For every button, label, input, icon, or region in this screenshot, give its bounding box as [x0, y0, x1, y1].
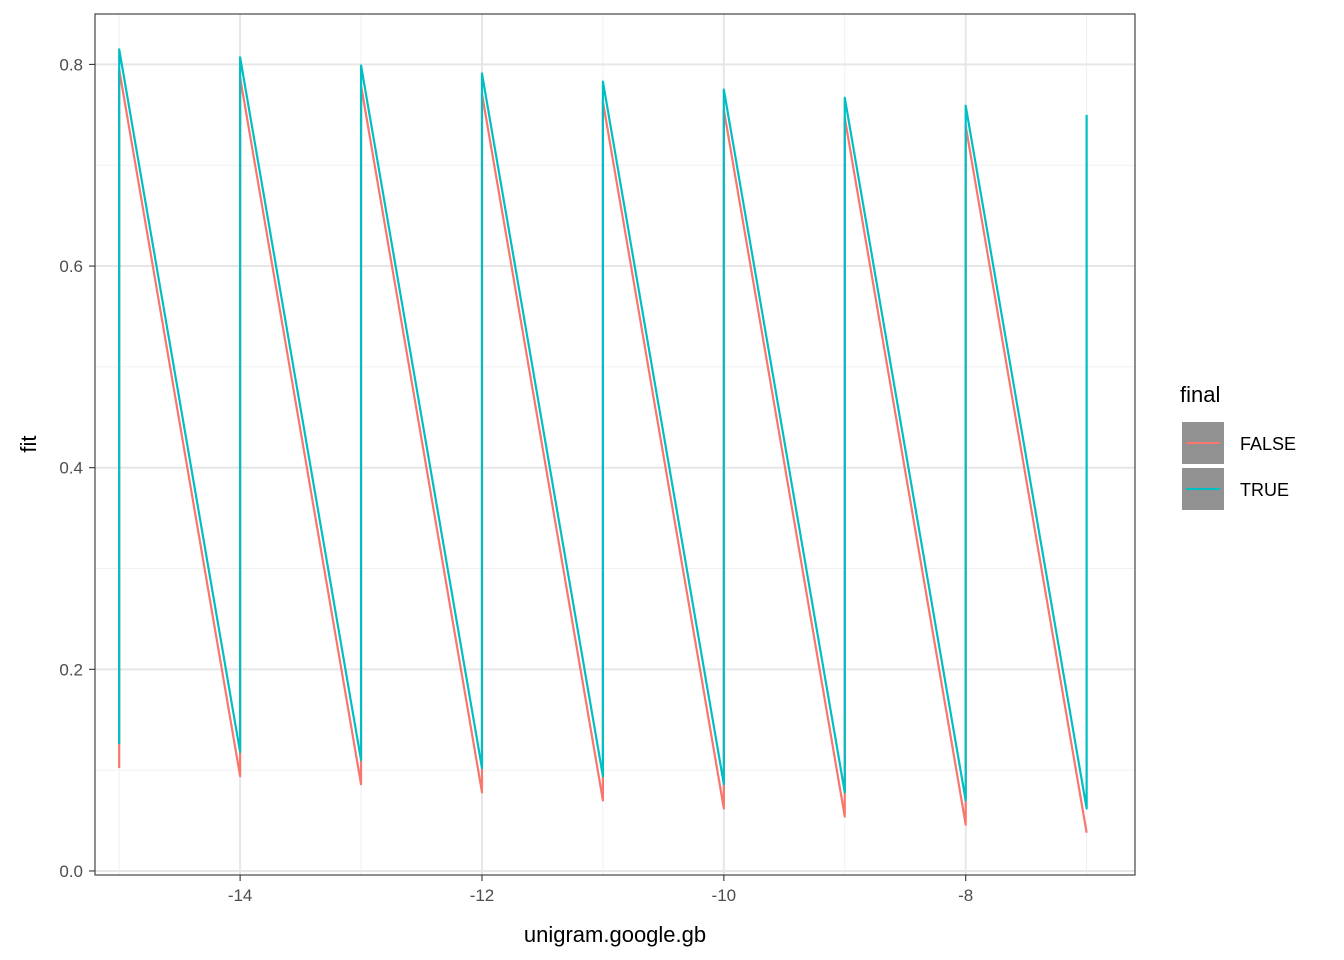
series-layer: [118, 48, 1088, 833]
legend-title: final: [1180, 382, 1220, 407]
x-tick-label: -8: [958, 886, 973, 905]
x-tick-label: -14: [228, 886, 253, 905]
y-tick-label: 0.2: [59, 660, 83, 679]
x-tick-label: -10: [712, 886, 737, 905]
y-tick-label: 0.4: [59, 459, 83, 478]
legend-item-false: FALSE: [1182, 422, 1296, 464]
y-axis: 0.0 0.2 0.4 0.6 0.8: [59, 55, 95, 881]
y-tick-label: 0.6: [59, 257, 83, 276]
legend: final FALSE TRUE: [1180, 382, 1296, 510]
legend-label-false: FALSE: [1240, 434, 1296, 454]
panel-border: [94, 13, 1136, 876]
x-axis: -14 -12 -10 -8: [228, 875, 973, 905]
y-axis-title: fit: [16, 435, 41, 452]
legend-item-true: TRUE: [1182, 468, 1289, 510]
x-tick-label: -12: [470, 886, 495, 905]
legend-label-true: TRUE: [1240, 480, 1289, 500]
series-line-true: [118, 48, 1088, 810]
y-tick-label: 0.0: [59, 862, 83, 881]
y-tick-label: 0.8: [59, 55, 83, 74]
x-axis-title: unigram.google.gb: [524, 922, 706, 947]
